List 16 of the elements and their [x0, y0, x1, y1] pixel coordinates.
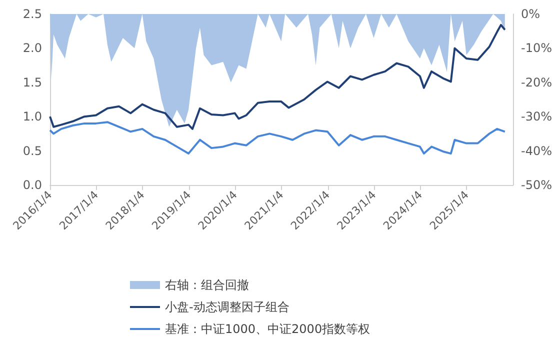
legend-label: 基准：中证1000、中证2000指数等权 — [165, 322, 370, 336]
y2-tick-label: -30% — [521, 110, 552, 124]
y-tick-label: 1.5 — [22, 75, 42, 90]
y2-tick-label: -20% — [521, 75, 552, 90]
y2-tick-label: -50% — [521, 178, 552, 192]
line-series — [49, 121, 506, 155]
y-tick-label: 2.5 — [22, 7, 42, 21]
y2-tick-label: -40% — [521, 144, 552, 158]
y-tick-label: 2.0 — [22, 41, 42, 56]
legend-label: 右轴：组合回撤 — [165, 278, 249, 292]
y-tick-label: 0.5 — [22, 144, 42, 158]
y2-tick-label: 0% — [521, 7, 540, 21]
legend-label: 小盘-动态调整因子组合 — [165, 300, 290, 314]
y-tick-label: 1.0 — [22, 110, 42, 124]
y-tick-label: 0.0 — [22, 178, 42, 192]
y2-tick-label: -10% — [521, 41, 552, 56]
